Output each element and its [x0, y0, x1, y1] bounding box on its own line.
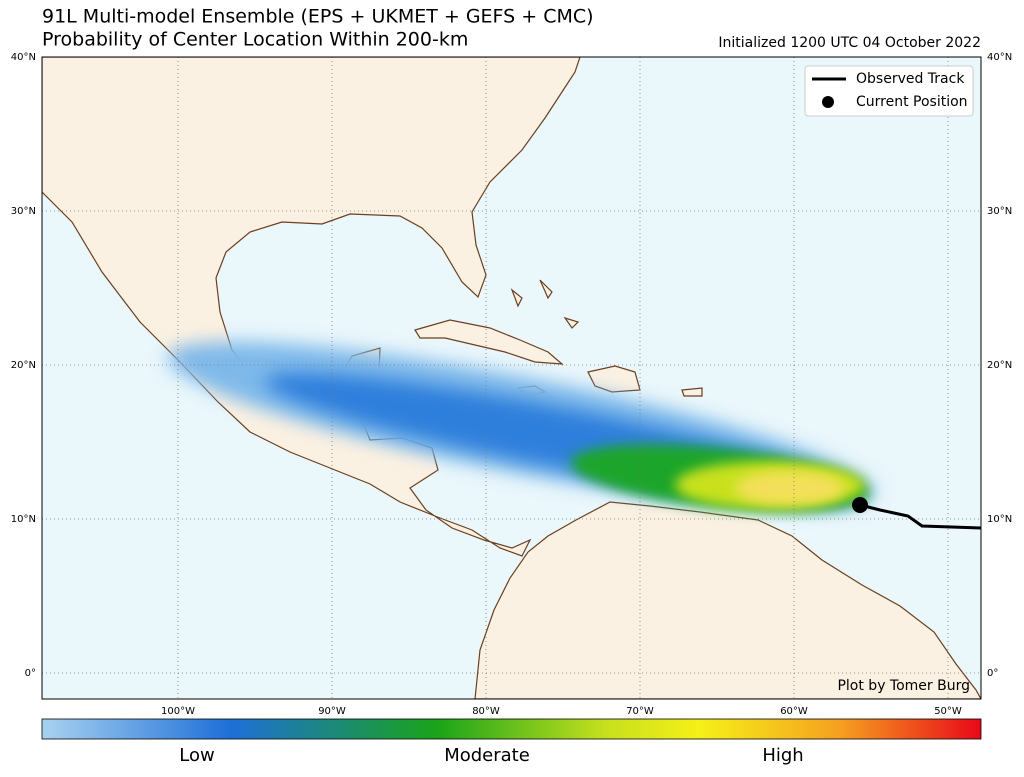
legend-box [804, 65, 974, 117]
lon-label: 60°W [780, 706, 808, 717]
current-position [852, 497, 868, 513]
lat-label: 0° [987, 668, 998, 679]
puerto-rico [681, 387, 703, 397]
colorbar-label: Low [179, 745, 214, 766]
bahamas [510, 279, 580, 329]
colorbar-label: High [762, 745, 803, 766]
credit: Plot by Tomer Burg [837, 678, 970, 694]
legend: Observed Track Current Position [804, 65, 974, 117]
subtitle: Probability of Center Location Within 20… [42, 29, 468, 51]
lat-label: 10°N [987, 514, 1012, 525]
legend-label: Observed Track [856, 71, 965, 87]
lon-label: 80°W [472, 706, 500, 717]
lat-label: 40°N [987, 52, 1012, 63]
south-america [474, 501, 981, 699]
lon-label: 100°W [161, 706, 195, 717]
lat-label: 30°N [987, 206, 1012, 217]
lon-label: 50°W [934, 706, 962, 717]
map-frame [41, 56, 982, 700]
observed-track [859, 503, 981, 530]
lat-label: 40°N [11, 52, 36, 63]
title: 91L Multi-model Ensemble (EPS + UKMET + … [42, 6, 594, 28]
lat-label: 20°N [987, 360, 1012, 371]
map: Plot by Tomer Burg [42, 57, 981, 699]
north-america [42, 57, 581, 557]
init-time: Initialized 1200 UTC 04 October 2022 [718, 35, 981, 51]
cuba [414, 319, 564, 365]
lat-label: 20°N [11, 360, 36, 371]
probability-field [167, 341, 875, 512]
hispaniola [587, 365, 641, 393]
lat-label: 10°N [11, 514, 36, 525]
lat-label: 30°N [11, 206, 36, 217]
colorbar [41, 718, 982, 740]
lon-label: 90°W [318, 706, 346, 717]
lat-label: 0° [25, 668, 36, 679]
colorbar-label: Moderate [444, 745, 530, 766]
legend-label: Current Position [856, 94, 968, 110]
graticule [42, 57, 981, 699]
lon-label: 70°W [626, 706, 654, 717]
legend-dot-swatch [822, 96, 834, 108]
